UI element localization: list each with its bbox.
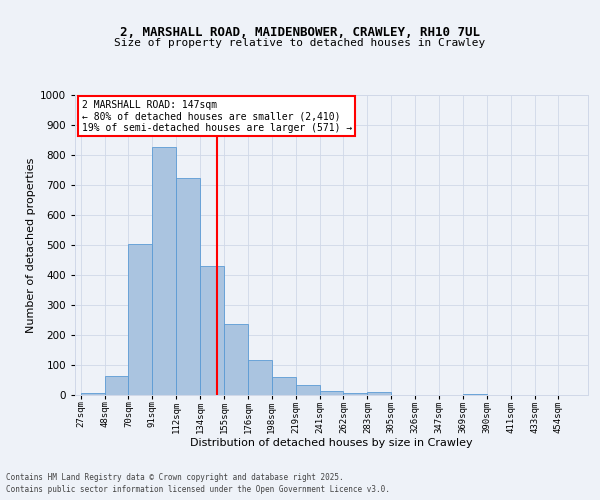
Text: Size of property relative to detached houses in Crawley: Size of property relative to detached ho… bbox=[115, 38, 485, 48]
Bar bbox=[224, 324, 248, 395]
Text: Contains HM Land Registry data © Crown copyright and database right 2025.: Contains HM Land Registry data © Crown c… bbox=[6, 473, 344, 482]
Y-axis label: Number of detached properties: Number of detached properties bbox=[26, 158, 35, 332]
Bar bbox=[104, 376, 128, 395]
Bar bbox=[463, 394, 487, 395]
Text: 2, MARSHALL ROAD, MAIDENBOWER, CRAWLEY, RH10 7UL: 2, MARSHALL ROAD, MAIDENBOWER, CRAWLEY, … bbox=[120, 26, 480, 39]
Bar bbox=[248, 360, 272, 395]
Bar bbox=[320, 391, 343, 395]
Bar bbox=[296, 384, 320, 395]
Text: 2 MARSHALL ROAD: 147sqm
← 80% of detached houses are smaller (2,410)
19% of semi: 2 MARSHALL ROAD: 147sqm ← 80% of detache… bbox=[82, 100, 352, 132]
Bar bbox=[80, 392, 104, 395]
Bar bbox=[152, 146, 176, 395]
Bar bbox=[343, 392, 367, 395]
Text: Contains public sector information licensed under the Open Government Licence v3: Contains public sector information licen… bbox=[6, 484, 390, 494]
Bar bbox=[176, 178, 200, 395]
Bar bbox=[272, 377, 296, 395]
Bar bbox=[367, 392, 391, 395]
X-axis label: Distribution of detached houses by size in Crawley: Distribution of detached houses by size … bbox=[190, 438, 473, 448]
Bar bbox=[200, 266, 224, 395]
Bar bbox=[128, 244, 152, 395]
